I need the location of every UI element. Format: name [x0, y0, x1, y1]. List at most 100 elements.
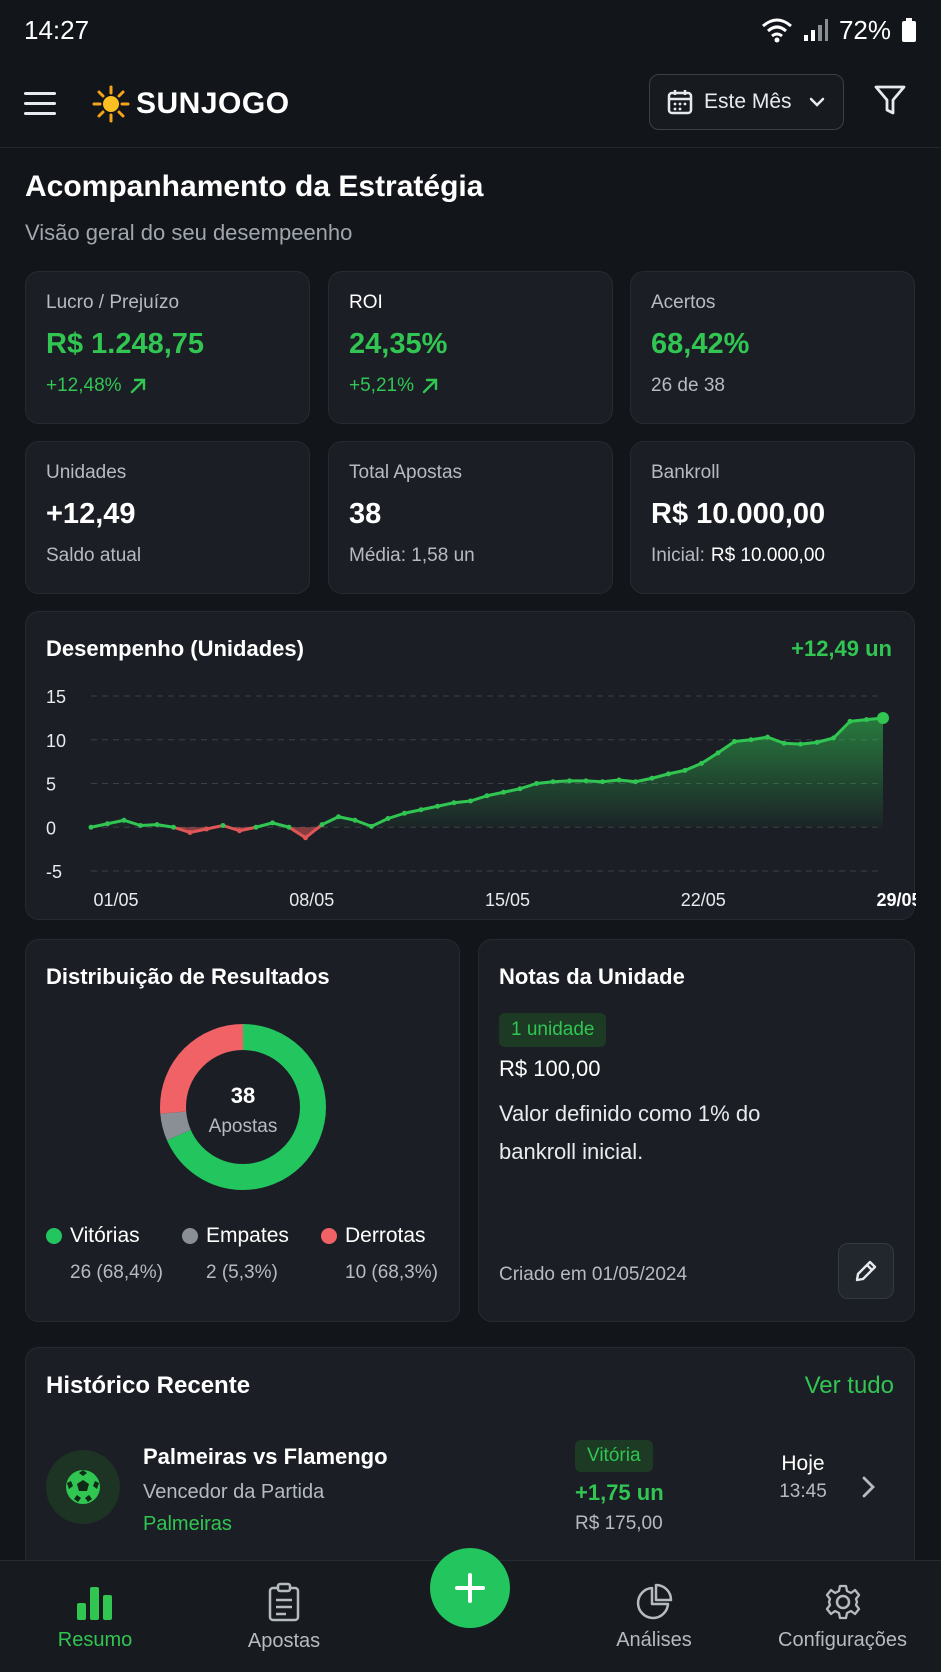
nav-item-summary[interactable]: Resumo [45, 1561, 145, 1672]
app-logo[interactable]: SUNJOGO [92, 85, 290, 123]
data-point [831, 735, 836, 741]
series-line-segment [535, 780, 555, 785]
data-point [385, 816, 391, 821]
nav-label-settings: Configurações [778, 1628, 907, 1651]
edit-button[interactable] [838, 1243, 894, 1299]
chevron-down-icon [809, 97, 825, 107]
history-row[interactable]: Palmeiras vs Flamengo Vencedor da Partid… [26, 1348, 916, 1558]
x-tick-label: 15/05 [485, 890, 530, 910]
series-line-segment [766, 735, 786, 745]
series-line-segment [733, 738, 753, 743]
x-tick-label: 01/05 [93, 890, 138, 910]
legend-wins: Vitórias 26 (68,4%) [46, 1224, 163, 1284]
data-point [121, 817, 127, 823]
donut-center-label: Apostas [209, 1116, 278, 1137]
series-line-segment [782, 741, 802, 746]
profit-card: Lucro / Prejuízo R$ 1.248,75 +12,48% [25, 271, 310, 424]
bankroll-initial: Inicial: R$ 10.000,00 [651, 545, 825, 566]
series-line-segment [337, 815, 357, 822]
data-point [699, 760, 704, 766]
data-point [616, 777, 622, 783]
series-line-segment [601, 778, 621, 784]
page-title: Acompanhamento da Estratégia [25, 170, 484, 203]
data-point [138, 823, 143, 828]
series-line-segment [122, 818, 142, 827]
data-point [435, 803, 440, 809]
total-bets-value: 38 [349, 498, 382, 530]
losses-value: 10 (68,3%) [345, 1262, 438, 1283]
performance-chart-card: Desempenho (Unidades) +12,49 un 15 10 5 0 -5… [25, 611, 916, 920]
donut-center-value: 38 [231, 1083, 255, 1108]
status-time: 14:27 [24, 14, 90, 45]
menu-icon [24, 92, 56, 95]
series-line-segment [386, 811, 406, 820]
series-line-segment [254, 821, 274, 829]
data-point [517, 786, 523, 792]
match-market: Vencedor da Partida [143, 1481, 325, 1503]
status-icons: 72% [761, 15, 917, 46]
series-line-segment [304, 823, 324, 840]
history-title: Histórico Recente [46, 1372, 251, 1399]
match-day: Hoje [781, 1452, 825, 1475]
series-area [91, 717, 883, 828]
profit-label: Lucro / Prejuízo [46, 292, 180, 313]
nav-item-bets[interactable]: Apostas [234, 1561, 334, 1672]
series-line-segment [716, 740, 736, 755]
data-point [600, 779, 605, 785]
roi-value: 24,35% [349, 328, 448, 360]
data-point [864, 717, 869, 723]
data-point [270, 820, 275, 826]
series-line-segment [238, 825, 258, 833]
data-point [253, 824, 259, 830]
wifi-icon [761, 18, 792, 43]
performance-chart: 15 10 5 0 -5 01/05 08/05 15/05 22/05 29/05 [46, 687, 916, 910]
bankroll-value: R$ 10.000,00 [651, 498, 826, 530]
gear-icon [825, 1584, 860, 1619]
data-point [484, 793, 490, 799]
series-line-segment [815, 736, 835, 744]
wins-value: 26 (68,4%) [70, 1262, 163, 1283]
battery-icon [902, 18, 916, 42]
nav-item-settings[interactable]: Configurações [770, 1561, 915, 1672]
data-point [847, 718, 853, 724]
nav-item-analytics[interactable]: Análises [604, 1561, 704, 1672]
chart-title: Desempenho (Unidades) [46, 636, 304, 661]
data-point [715, 750, 721, 756]
unit-value: R$ 100,00 [499, 1056, 601, 1081]
filter-button[interactable] [872, 82, 912, 122]
period-select-value: Este Mês [704, 90, 792, 113]
nav-label-bets: Apostas [247, 1629, 321, 1652]
match-time: 13:45 [779, 1481, 827, 1502]
y-tick-label: 0 [46, 818, 56, 838]
y-tick-label: 10 [46, 731, 66, 751]
series-line-segment [139, 823, 159, 827]
series-line-segment [848, 718, 868, 723]
add-bet-button[interactable] [430, 1548, 510, 1628]
hits-label: Acertos [651, 292, 716, 313]
series-line-segment [650, 772, 670, 780]
data-point [451, 800, 457, 806]
chart-total: +12,49 un [791, 636, 892, 661]
series-line-segment [617, 778, 637, 784]
app-header: SUNJOGO Este Mês [0, 60, 941, 148]
data-point [220, 823, 226, 828]
hits-detail: 26 de 38 [651, 375, 725, 396]
data-point [501, 789, 506, 795]
battery-percent: 72% [838, 14, 891, 45]
period-select[interactable]: Este Mês [649, 74, 844, 130]
data-point [765, 734, 770, 740]
menu-button[interactable] [24, 81, 70, 127]
data-point [798, 741, 803, 747]
arrow-up-right-icon [422, 378, 438, 394]
unit-description: Valor definido como 1% do bankroll inici… [499, 1101, 761, 1164]
roi-change: +5,21% [349, 375, 592, 397]
match-pick: Palmeiras [143, 1513, 232, 1535]
see-all-link[interactable]: Ver tudo [804, 1372, 894, 1399]
roi-label: ROI [349, 292, 383, 313]
data-point [418, 807, 424, 813]
donut-slice-losses [160, 1024, 326, 1190]
series-line-segment [634, 776, 654, 784]
soccer-ball-icon [66, 1470, 100, 1504]
series-line-segment [469, 794, 489, 803]
data-point [814, 739, 820, 745]
